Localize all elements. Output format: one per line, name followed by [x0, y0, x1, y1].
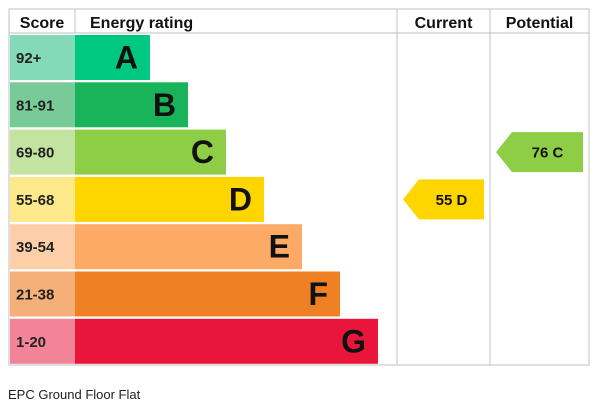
rating-letter: B — [153, 87, 176, 123]
score-cell — [10, 271, 75, 317]
score-cell — [10, 35, 75, 80]
score-cell — [10, 82, 75, 128]
rating-letter: A — [115, 40, 138, 76]
score-label: 81-91 — [16, 97, 54, 114]
rating-bar — [75, 176, 264, 222]
score-label: 39-54 — [16, 239, 55, 256]
potential-arrow — [496, 132, 583, 173]
score-cell — [10, 318, 75, 364]
header-current: Current — [415, 15, 473, 32]
rating-bar — [75, 129, 226, 175]
score-cell — [10, 129, 75, 175]
header-potential: Potential — [506, 15, 574, 32]
header-energy-rating: Energy rating — [90, 15, 193, 32]
score-label: 55-68 — [16, 192, 54, 209]
rating-bar — [75, 318, 378, 364]
header-score: Score — [20, 15, 65, 32]
current-arrow — [403, 179, 484, 220]
current-rating-label: 55 D — [436, 192, 468, 209]
score-cell — [10, 224, 75, 270]
chart-caption: EPC Ground Floor Flat — [8, 387, 141, 402]
rating-letter: D — [229, 181, 252, 217]
score-label: 21-38 — [16, 287, 54, 304]
rating-bar — [75, 35, 150, 80]
rating-bar — [75, 224, 302, 270]
rating-letter: C — [191, 134, 214, 170]
score-label: 92+ — [16, 50, 42, 67]
rating-letter: G — [341, 323, 366, 359]
score-cell — [10, 176, 75, 222]
score-label: 69-80 — [16, 145, 54, 162]
potential-rating-label: 76 C — [532, 145, 564, 162]
rating-bar — [75, 271, 340, 317]
rating-letter: F — [308, 276, 328, 312]
epc-chart: Score Energy rating Current Potential 92+ A 81… — [8, 8, 590, 366]
rating-bar — [75, 82, 188, 128]
score-label: 1-20 — [16, 334, 46, 351]
rating-letter: E — [269, 229, 290, 265]
